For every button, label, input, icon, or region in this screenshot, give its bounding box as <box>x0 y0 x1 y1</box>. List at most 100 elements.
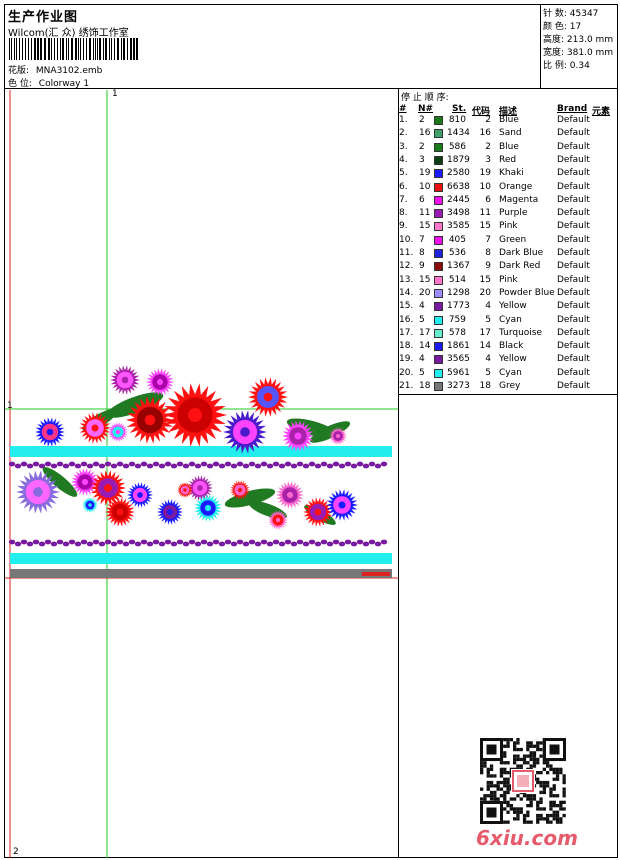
barcode-bar <box>66 38 67 60</box>
marker-left: 1 <box>7 401 13 411</box>
qr-module <box>486 794 490 798</box>
row-code: 2 <box>485 141 491 152</box>
qr-module <box>549 767 553 771</box>
bead-stitch <box>140 539 148 545</box>
row-description: Red <box>499 154 517 165</box>
cyan-band-top <box>10 446 392 457</box>
barcode-bar <box>68 38 69 60</box>
flower-motif <box>230 480 250 500</box>
row-index: 1. <box>399 115 408 125</box>
barcode-bar <box>117 38 119 60</box>
flower-motif <box>79 412 111 444</box>
row-stitches: 3565 <box>447 354 470 365</box>
row-index: 20. <box>399 367 414 378</box>
row-brand: Default <box>557 194 590 205</box>
bead-stitch <box>278 541 286 547</box>
row-description: Powder Blue <box>499 287 555 298</box>
row-index: 6. <box>399 181 408 192</box>
qr-module <box>522 794 527 798</box>
row-description: Sand <box>499 128 522 139</box>
qr-module <box>480 787 484 791</box>
qr-module <box>519 757 523 762</box>
qr-module <box>536 757 540 762</box>
row-brand: Default <box>557 341 590 352</box>
qr-module <box>552 777 556 781</box>
row-description: Green <box>499 234 527 245</box>
barcode-bar <box>22 38 23 60</box>
bead-stitch <box>224 539 232 545</box>
qr-module <box>536 813 540 818</box>
qr-module <box>509 804 513 808</box>
row-brand: Default <box>557 261 590 272</box>
qr-module <box>503 777 507 781</box>
bead-stitch <box>350 463 358 469</box>
table-row: 10. 7 405 7 Green Default <box>399 235 617 248</box>
row-brand: Default <box>557 115 590 125</box>
row-needle: 9 <box>419 261 425 272</box>
row-stitches: 3273 <box>447 381 470 391</box>
qr-module <box>503 744 507 748</box>
bead-stitch <box>344 461 352 467</box>
stat-label: 高度: <box>543 35 565 45</box>
table-row: 16. 5 759 5 Cyan Default <box>399 315 617 328</box>
flower-motif <box>146 368 174 396</box>
bead-stitch <box>152 539 160 545</box>
bead-stitch <box>362 463 370 469</box>
flower-motif <box>194 494 222 522</box>
qr-module <box>529 757 533 762</box>
row-brand: Default <box>557 234 590 245</box>
qr-module <box>506 741 510 745</box>
bead-stitch <box>14 541 22 547</box>
row-stitches: 2445 <box>447 194 470 205</box>
barcode-bar <box>80 38 81 60</box>
row-brand: Default <box>557 128 590 139</box>
bead-stitch <box>242 463 250 469</box>
barcode-bar <box>57 38 58 60</box>
row-stitches: 3585 <box>447 221 470 232</box>
row-brand: Default <box>557 287 590 298</box>
row-code: 19 <box>479 168 491 179</box>
qr-module <box>555 813 560 818</box>
bead-stitch <box>32 539 40 545</box>
qr-module <box>529 741 533 745</box>
table-row: 14. 20 1298 20 Powder Blue Default <box>399 288 617 301</box>
qr-module <box>542 817 546 821</box>
table-row: 7. 6 2445 6 Magenta Default <box>399 195 617 208</box>
bead-stitch <box>194 541 202 547</box>
flower-motif <box>248 377 288 417</box>
color-swatch <box>434 302 443 312</box>
qr-module <box>529 800 533 804</box>
table-row: 20. 5 5961 5 Cyan Default <box>399 368 617 381</box>
stat-value: 213.0 mm <box>566 35 614 45</box>
flower-motif <box>16 470 60 514</box>
bead-stitch <box>254 463 262 469</box>
qr-module <box>526 804 530 808</box>
row-description: Turquoise <box>499 327 543 338</box>
colorway-label: 色 位: <box>8 79 32 89</box>
row-stitches: 1879 <box>447 154 470 165</box>
qr-module <box>499 761 504 765</box>
bead-stitch <box>122 541 130 547</box>
table-row: 15. 4 1773 4 Yellow Default <box>399 301 617 314</box>
qr-module <box>513 810 517 814</box>
bead-stitch <box>134 463 142 469</box>
bead-stitch <box>320 539 328 545</box>
bead-stitch <box>236 461 244 467</box>
bead-stitch <box>176 539 184 545</box>
row-needle: 8 <box>419 248 425 258</box>
qr-module <box>509 738 513 742</box>
qr-module <box>506 790 510 795</box>
qr-module <box>526 813 530 818</box>
barcode-bar <box>16 38 17 60</box>
qr-module <box>536 741 540 745</box>
row-index: 4. <box>399 154 408 165</box>
qr-module <box>506 784 510 788</box>
qr-module <box>555 817 560 821</box>
qr-module <box>526 797 530 801</box>
row-description: Dark Red <box>499 261 541 272</box>
row-brand: Default <box>557 327 590 338</box>
barcode-bar <box>71 38 73 60</box>
stat-value: 381.0 mm <box>566 48 614 58</box>
qr-module <box>552 787 556 791</box>
row-index: 13. <box>399 274 414 285</box>
